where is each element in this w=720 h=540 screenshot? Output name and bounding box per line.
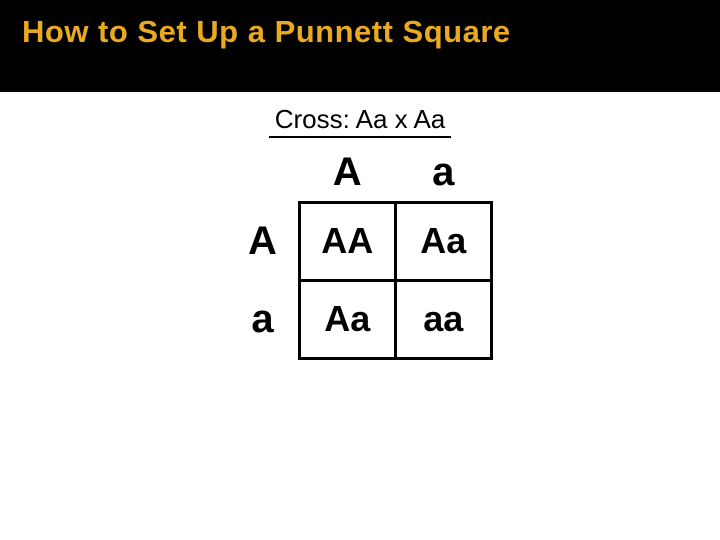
punnett-row-header-0: A xyxy=(227,202,299,280)
punnett-cell-0-0: AA xyxy=(299,202,395,280)
punnett-square: A a A AA Aa a Aa aa xyxy=(227,144,493,360)
punnett-col-header-1: a xyxy=(395,144,491,202)
content-area: Cross: Aa x Aa A a A AA Aa a Aa aa xyxy=(0,92,720,360)
punnett-cell-1-1: aa xyxy=(395,280,491,358)
header-band: How to Set Up a Punnett Square xyxy=(0,0,720,92)
punnett-cell-1-0: Aa xyxy=(299,280,395,358)
punnett-cell-0-1: Aa xyxy=(395,202,491,280)
punnett-row-header-1: a xyxy=(227,280,299,358)
punnett-col-header-0: A xyxy=(299,144,395,202)
punnett-corner xyxy=(227,144,299,202)
cross-label: Cross: Aa x Aa xyxy=(269,104,452,138)
page-title: How to Set Up a Punnett Square xyxy=(22,14,698,50)
